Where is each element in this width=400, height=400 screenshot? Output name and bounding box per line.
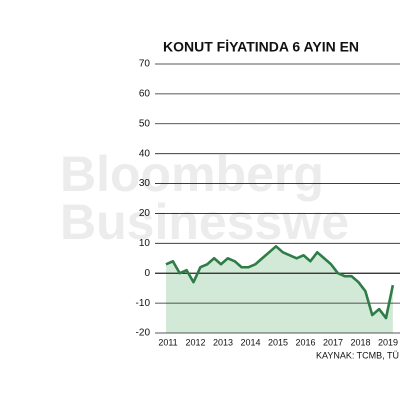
x-tick-label: 2017 [323, 337, 343, 347]
y-tick-label: 0 [144, 268, 150, 279]
source: KAYNAK: TCMB, TÜ [316, 350, 399, 360]
y-tick-label: 50 [139, 118, 151, 129]
y-tick-label: 20 [139, 208, 151, 219]
y-tick-label: -20 [136, 328, 151, 339]
x-tick-label: 2016 [295, 337, 315, 347]
x-tick-label: 2013 [213, 337, 233, 347]
x-tick-label: 2012 [185, 337, 205, 347]
line [165, 245, 395, 320]
area [166, 246, 393, 333]
x-tick-label: 2019 [378, 337, 398, 347]
y-tick-label: 30 [139, 178, 151, 189]
y-tick-label: -10 [136, 298, 151, 309]
y-tick-label: 40 [139, 148, 151, 159]
y-tick-label: 10 [139, 238, 151, 249]
y-tick-label: 60 [139, 89, 151, 100]
x-tick-label: 2018 [350, 337, 370, 347]
x-tick-label: 2015 [268, 337, 288, 347]
x-tick-label: 2011 [158, 337, 177, 347]
chart-title: KONUT FİYATINDA 6 AYIN EN [163, 39, 359, 55]
x-tick-label: 2014 [240, 337, 260, 347]
y-tick-label: 70 [139, 59, 151, 70]
watermark: Businesswe [60, 194, 349, 250]
watermark: Bloomberg [60, 146, 324, 202]
